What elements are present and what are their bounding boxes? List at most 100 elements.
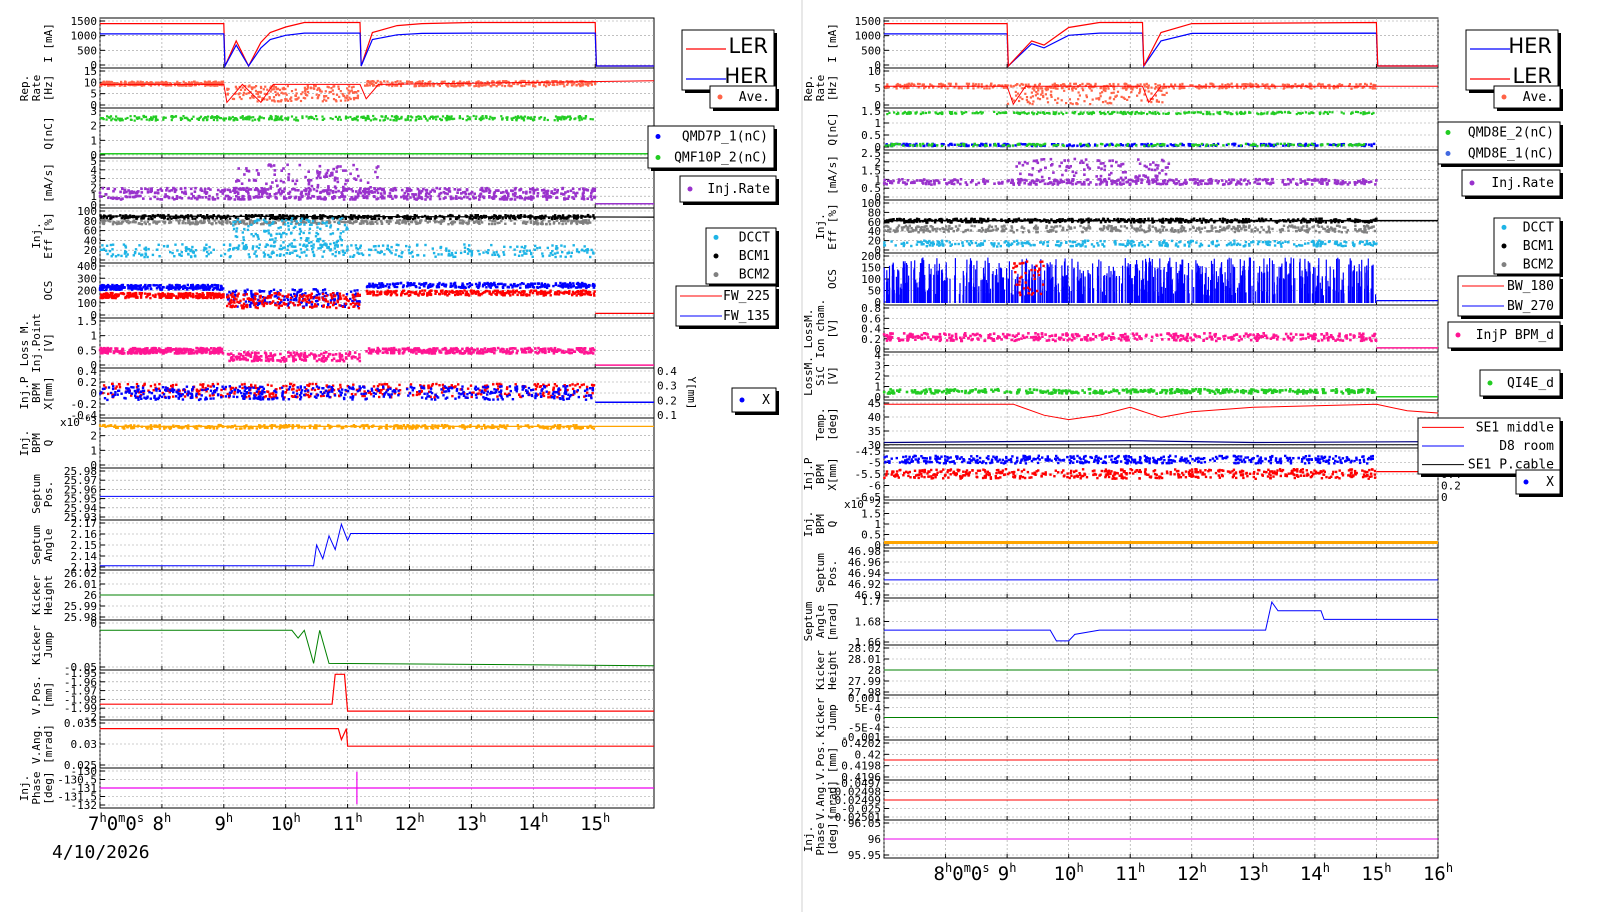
data-point bbox=[143, 247, 146, 250]
data-point bbox=[104, 193, 107, 196]
data-point bbox=[409, 189, 413, 192]
ocs-fw135-points bbox=[98, 283, 225, 292]
data-point bbox=[101, 244, 104, 247]
data-point bbox=[258, 119, 261, 122]
data-point bbox=[124, 246, 128, 249]
data-point bbox=[406, 220, 410, 223]
data-point bbox=[406, 80, 409, 83]
data-point bbox=[305, 303, 308, 307]
data-point bbox=[451, 197, 455, 200]
data-point bbox=[555, 196, 559, 199]
data-point bbox=[300, 300, 304, 304]
data-point bbox=[316, 299, 319, 302]
data-point bbox=[566, 190, 570, 193]
data-point bbox=[246, 228, 250, 232]
data-point bbox=[226, 87, 229, 90]
data-point bbox=[239, 198, 242, 201]
data-point bbox=[316, 226, 319, 229]
y2-axis-label: Y[mm] bbox=[685, 376, 698, 409]
data-point bbox=[584, 188, 588, 191]
data-point bbox=[111, 293, 114, 296]
data-point bbox=[242, 245, 246, 248]
data-point bbox=[119, 190, 122, 194]
data-point bbox=[389, 195, 392, 199]
data-point bbox=[453, 83, 456, 86]
data-point bbox=[351, 222, 354, 225]
data-point bbox=[189, 295, 193, 298]
data-point bbox=[444, 196, 447, 199]
data-point bbox=[289, 298, 293, 301]
data-point bbox=[466, 248, 470, 251]
data-point bbox=[269, 195, 272, 198]
data-point bbox=[105, 244, 109, 247]
data-point bbox=[183, 116, 187, 120]
data-point bbox=[369, 81, 372, 85]
data-point bbox=[146, 188, 150, 191]
data-point bbox=[214, 295, 217, 299]
data-point bbox=[502, 195, 505, 199]
data-point bbox=[443, 187, 447, 190]
data-point bbox=[168, 283, 171, 287]
data-point bbox=[572, 214, 575, 217]
data-point bbox=[171, 116, 174, 119]
data-point bbox=[303, 189, 306, 192]
data-point bbox=[477, 80, 480, 83]
data-point bbox=[203, 82, 206, 85]
data-point bbox=[227, 302, 231, 305]
data-point bbox=[319, 90, 322, 93]
data-point bbox=[316, 97, 319, 100]
data-point bbox=[283, 246, 286, 249]
data-point bbox=[312, 288, 315, 291]
data-point bbox=[336, 177, 339, 180]
data-point bbox=[543, 118, 546, 121]
data-point bbox=[345, 298, 349, 302]
data-point bbox=[197, 295, 201, 298]
data-point bbox=[506, 196, 509, 200]
data-point bbox=[199, 187, 203, 191]
data-point bbox=[301, 115, 304, 118]
data-point bbox=[142, 114, 145, 118]
data-point bbox=[301, 116, 304, 120]
data-point bbox=[411, 217, 415, 221]
data-point bbox=[179, 187, 183, 191]
data-point bbox=[478, 253, 481, 256]
data-point bbox=[344, 169, 347, 172]
data-point bbox=[468, 197, 471, 201]
data-point bbox=[366, 83, 369, 86]
data-point bbox=[563, 118, 566, 121]
data-point bbox=[184, 215, 187, 219]
data-point bbox=[479, 84, 482, 87]
data-point bbox=[247, 170, 251, 173]
data-point bbox=[287, 221, 290, 225]
data-point bbox=[233, 301, 236, 304]
x-tick-label: 10h bbox=[271, 811, 301, 835]
data-point bbox=[234, 92, 237, 95]
data-point bbox=[182, 115, 185, 118]
data-point bbox=[551, 244, 554, 247]
data-point bbox=[181, 221, 184, 225]
data-point bbox=[206, 291, 209, 295]
data-point bbox=[450, 84, 453, 87]
data-point bbox=[482, 214, 486, 218]
data-point bbox=[192, 251, 195, 254]
data-point bbox=[305, 295, 308, 298]
data-point bbox=[316, 216, 319, 220]
data-point bbox=[582, 222, 585, 225]
data-point bbox=[572, 219, 575, 223]
data-point bbox=[138, 286, 141, 289]
data-point bbox=[386, 247, 389, 250]
data-point bbox=[261, 302, 264, 306]
y-tick-label: 1 bbox=[90, 134, 97, 147]
data-point bbox=[233, 246, 236, 250]
data-point bbox=[350, 196, 353, 199]
data-point bbox=[114, 118, 117, 121]
data-point bbox=[363, 192, 367, 195]
data-point bbox=[269, 185, 273, 188]
data-point bbox=[449, 217, 452, 221]
data-point bbox=[518, 250, 522, 253]
data-point bbox=[306, 86, 310, 89]
data-point bbox=[243, 88, 247, 91]
data-point bbox=[232, 221, 235, 224]
data-point bbox=[184, 222, 187, 225]
data-point bbox=[307, 237, 310, 240]
